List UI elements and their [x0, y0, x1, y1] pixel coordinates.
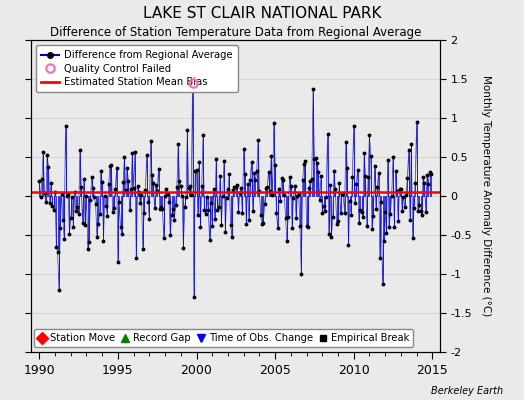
Title: Difference of Station Temperature Data from Regional Average: Difference of Station Temperature Data f… — [50, 26, 421, 39]
Text: Berkeley Earth: Berkeley Earth — [431, 386, 503, 396]
Y-axis label: Monthly Temperature Anomaly Difference (°C): Monthly Temperature Anomaly Difference (… — [481, 75, 490, 317]
Legend: Station Move, Record Gap, Time of Obs. Change, Empirical Break: Station Move, Record Gap, Time of Obs. C… — [34, 329, 413, 347]
Text: LAKE ST CLAIR NATIONAL PARK: LAKE ST CLAIR NATIONAL PARK — [143, 6, 381, 21]
